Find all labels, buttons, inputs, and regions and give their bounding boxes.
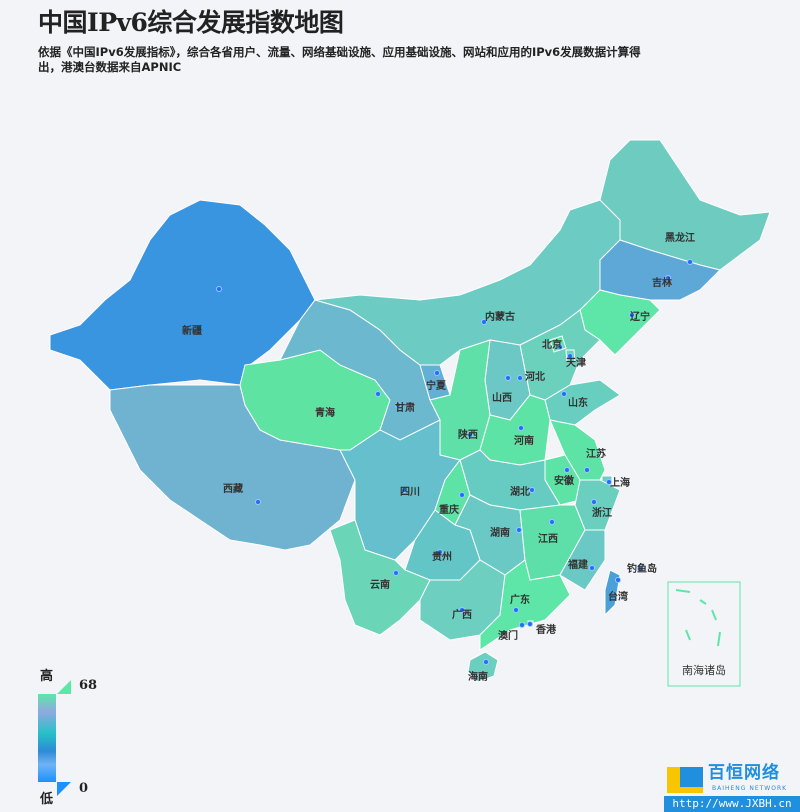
- logo-cn-text: 百恒网络: [708, 763, 780, 783]
- province-marker-dot[interactable]: [467, 432, 473, 438]
- province-marker-dot[interactable]: [561, 391, 567, 397]
- province-marker-dot[interactable]: [481, 319, 487, 325]
- province-marker-dot[interactable]: [519, 622, 525, 628]
- province-label: 香港: [536, 623, 557, 636]
- province-marker-dot[interactable]: [459, 492, 465, 498]
- province-marker-dot[interactable]: [606, 479, 612, 485]
- province-label: 山西: [492, 391, 512, 404]
- legend-max-handle[interactable]: [57, 680, 71, 694]
- province-marker-dot[interactable]: [505, 375, 511, 381]
- logo-en-text: BAIHENG NETWORK: [712, 785, 788, 792]
- province-label: 福建: [567, 558, 589, 571]
- province-marker-dot[interactable]: [584, 467, 590, 473]
- logo-mark-inner: [680, 767, 703, 787]
- province-marker-dot[interactable]: [564, 467, 570, 473]
- province-marker-dot[interactable]: [629, 312, 635, 318]
- province-label: 北京: [542, 338, 562, 351]
- province-label: 浙江: [592, 506, 612, 519]
- province-marker-dot[interactable]: [665, 275, 671, 281]
- province-marker-dot[interactable]: [557, 344, 563, 350]
- legend-min-value: 0: [79, 781, 89, 796]
- legend-min-handle[interactable]: [57, 782, 71, 796]
- province-label: 贵州: [432, 550, 452, 563]
- province-region[interactable]: [559, 529, 606, 591]
- province-marker-dot[interactable]: [591, 499, 597, 505]
- province-marker-dot[interactable]: [483, 659, 489, 665]
- province-marker-dot[interactable]: [434, 370, 440, 376]
- province-label: 澳门: [498, 629, 518, 642]
- province-label: 广东: [510, 593, 530, 606]
- province-marker-dot[interactable]: [375, 391, 381, 397]
- province-marker-dot[interactable]: [637, 566, 643, 572]
- legend-max-value: 68: [79, 678, 98, 693]
- province-label: 云南: [370, 578, 390, 591]
- province-marker-dot[interactable]: [437, 549, 443, 555]
- province-label: 陕西: [458, 428, 478, 441]
- legend-high-label: 高: [40, 669, 54, 684]
- province-label: 台湾: [608, 590, 628, 603]
- province-region[interactable]: [479, 559, 571, 651]
- legend-gradient-bar[interactable]: [38, 694, 56, 782]
- province-label: 山东: [568, 396, 588, 409]
- province-marker-dot[interactable]: [459, 607, 465, 613]
- province-label: 四川: [400, 486, 420, 498]
- province-marker-dot[interactable]: [516, 527, 522, 533]
- page-subtitle: 依据《中国IPv6发展指标》，综合各省用户、流量、网络基础设施、应用基础设施、网…: [38, 45, 641, 74]
- province-label: 湖南: [490, 526, 510, 539]
- province-marker-dot[interactable]: [527, 621, 533, 627]
- province-marker-dot[interactable]: [549, 519, 555, 525]
- province-marker-dot[interactable]: [255, 499, 261, 505]
- province-region[interactable]: [329, 519, 431, 636]
- province-label: 河北: [525, 370, 545, 383]
- province-marker-dot[interactable]: [395, 402, 401, 408]
- province-label: 江西: [538, 532, 558, 545]
- province-marker-dot[interactable]: [393, 570, 399, 576]
- province-label: 重庆: [439, 503, 459, 516]
- province-label: 宁夏: [426, 379, 447, 392]
- province-label: 钓鱼岛: [627, 562, 657, 575]
- province-region[interactable]: [599, 239, 721, 301]
- legend-low-label: 低: [40, 792, 54, 807]
- province-label: 安徽: [554, 474, 575, 487]
- province-marker-dot[interactable]: [567, 353, 573, 359]
- page-title: 中国IPv6综合发展指数地图: [38, 8, 344, 37]
- province-label: 广西: [452, 608, 472, 621]
- province-label: 吉林: [652, 276, 673, 289]
- province-label: 西藏: [223, 482, 243, 495]
- south-china-sea-label: 南海诸岛: [682, 663, 726, 677]
- province-marker-dot[interactable]: [529, 487, 535, 493]
- province-marker-dot[interactable]: [401, 487, 407, 493]
- baiheng-logo: 百恒网络 BAIHENG NETWORK http://www.JXBH.cn: [664, 763, 800, 812]
- province-label: 内蒙古: [485, 310, 515, 323]
- province-marker-dot[interactable]: [517, 375, 523, 381]
- province-region[interactable]: [467, 651, 499, 683]
- province-marker-dot[interactable]: [518, 425, 524, 431]
- province-label: 青海: [315, 406, 335, 419]
- province-marker-dot[interactable]: [687, 259, 693, 265]
- province-label: 天津: [566, 356, 586, 369]
- province-label: 海南: [468, 670, 488, 683]
- province-label: 河南: [514, 434, 534, 447]
- province-label: 湖北: [510, 485, 530, 498]
- province-label: 甘肃: [395, 401, 415, 414]
- province-marker-dot[interactable]: [513, 607, 519, 613]
- province-marker-dot[interactable]: [589, 565, 595, 571]
- province-marker-dot[interactable]: [615, 577, 621, 583]
- logo-url: http://www.JXBH.cn: [664, 796, 800, 812]
- province-label: 新疆: [182, 324, 202, 337]
- province-marker-dot[interactable]: [216, 286, 222, 292]
- south-china-sea-inset: 南海诸岛: [667, 581, 741, 687]
- province-label: 上海: [610, 476, 630, 489]
- province-label: 黑龙江: [665, 231, 695, 244]
- province-label: 辽宁: [630, 310, 650, 323]
- province-label: 江苏: [586, 447, 606, 460]
